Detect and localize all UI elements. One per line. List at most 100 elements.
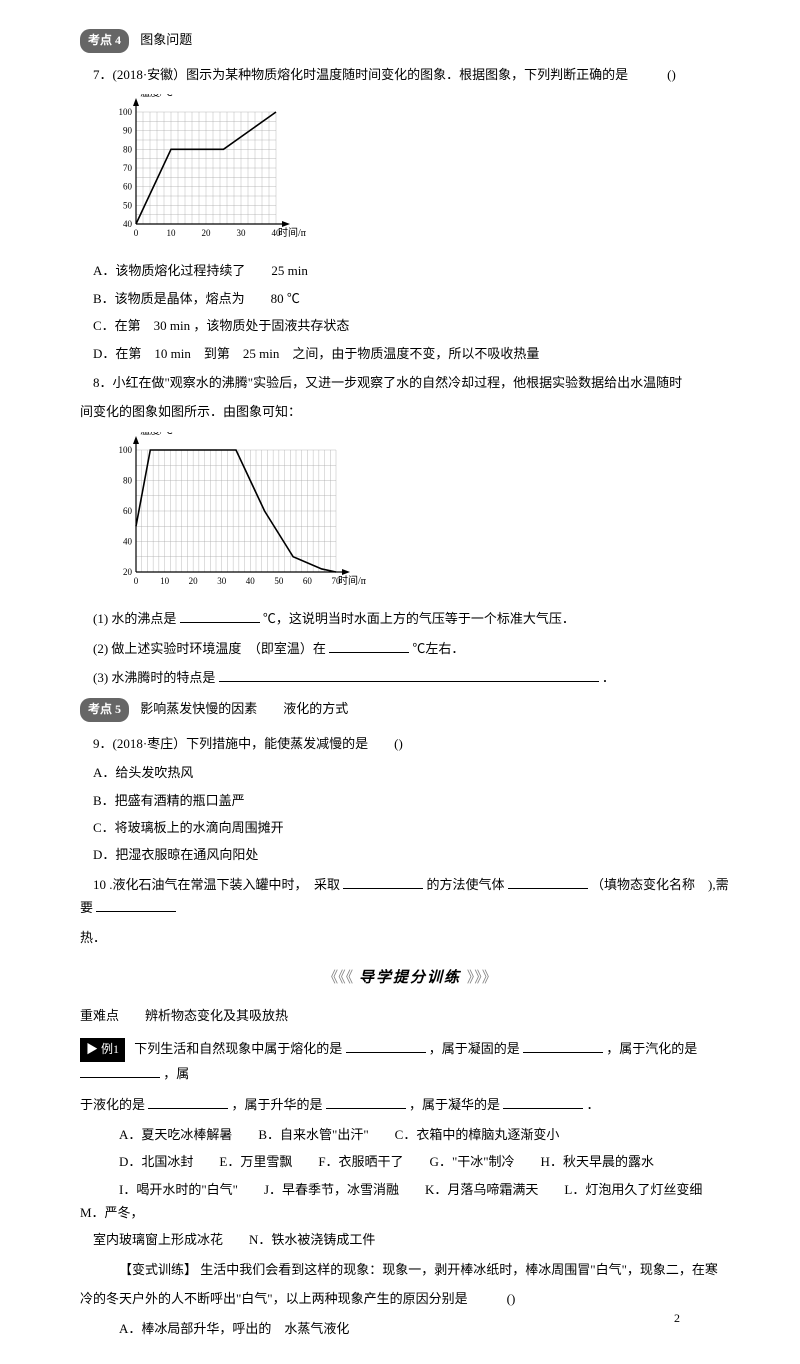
svg-text:100: 100 [119, 107, 133, 117]
ex1-1d: ，属 [163, 1066, 189, 1081]
svg-text:100: 100 [119, 445, 133, 455]
q9-opt-b: B．把盛有酒精的瓶口盖严 [80, 789, 740, 812]
q8-sub1: (1) 水的沸点是 ℃，这说明当时水面上方的气压等于一个标准大气压． [80, 607, 740, 630]
svg-text:30: 30 [217, 576, 227, 586]
svg-text:40: 40 [123, 536, 133, 546]
ex1-2a: 于液化的是 [80, 1097, 145, 1112]
banner: 《《《 导学提分训练 》》》 [80, 965, 740, 992]
blank [219, 669, 599, 682]
ex1-1a: 下列生活和自然现象中属于熔化的是 [134, 1041, 342, 1056]
q9-opt-d: D．把湿衣服晾在通风向阳处 [80, 843, 740, 866]
variant-l2: 冷的冬天户外的人不断呼出"白气"，以上两种现象产生的原因分别是 () [80, 1287, 740, 1310]
svg-text:60: 60 [303, 576, 313, 586]
svg-text:时间/min: 时间/min [278, 226, 306, 239]
q10-p2: 的方法使气体 [427, 877, 505, 892]
banner-right: 》》》 [467, 970, 497, 986]
chart-8: 01020304050607020406080100温度/℃时间/min [106, 432, 740, 599]
variant: 【变式训练】 生活中我们会看到这样的现象：现象一，剥开棒冰纸时，棒冰周围冒"白气… [80, 1258, 740, 1281]
svg-text:40: 40 [246, 576, 256, 586]
svg-text:70: 70 [123, 163, 133, 173]
q8-sub3: (3) 水沸腾时的特点是 ． [80, 666, 740, 689]
blank [346, 1040, 426, 1053]
kaodian-5-header: 考点 5 影响蒸发快慢的因素 液化的方式 [80, 697, 740, 722]
blank [523, 1040, 603, 1053]
q8-sub1a: (1) 水的沸点是 [93, 611, 176, 626]
ex1-opts-a: A．夏天吃冰棒解暑 B．自来水管"出汗" C．衣箱中的樟脑丸逐渐变小 [80, 1123, 740, 1146]
ex1-opts-i1: I．喝开水时的"白气" J．早春季节，冰雪消融 K．月落乌啼霜满天 L．灯泡用久… [80, 1178, 740, 1225]
q9-opt-a: A．给头发吹热风 [80, 761, 740, 784]
variant-l1: 生活中我们会看到这样的现象：现象一，剥开棒冰纸时，棒冰周围冒"白气"，现象二，在… [200, 1262, 718, 1277]
svg-text:温度/℃: 温度/℃ [140, 94, 173, 99]
q7-opt-a: A．该物质熔化过程持续了 25 min [80, 259, 740, 282]
variant-opt-a: A．棒冰局部升华，呼出的 水蒸气液化 [80, 1317, 740, 1340]
q10: 10 .液化石油气在常温下装入罐中时， 采取 的方法使气体 （填物态变化名称 )… [80, 873, 740, 920]
svg-text:90: 90 [123, 126, 133, 136]
q7-opt-d: D．在第 10 min 到第 25 min 之间，由于物质温度不变，所以不吸收热… [80, 342, 740, 365]
q8-sub1b: ℃，这说明当时水面上方的气压等于一个标准大气压． [263, 611, 575, 626]
kaodian-4-header: 考点 4 图象问题 [80, 28, 740, 53]
svg-text:温度/℃: 温度/℃ [140, 432, 173, 437]
svg-text:20: 20 [189, 576, 199, 586]
svg-text:50: 50 [274, 576, 284, 586]
q8-stem-2: 间变化的图象如图所示．由图象可知： [80, 400, 740, 423]
q8-stem-1: 8．小红在做"观察水的沸腾"实验后，又进一步观察了水的自然冷却过程，他根据实验数… [80, 371, 740, 394]
blank [96, 899, 176, 912]
svg-text:0: 0 [134, 228, 139, 238]
blank [180, 610, 260, 623]
blank [343, 876, 423, 889]
svg-text:0: 0 [134, 576, 139, 586]
svg-text:20: 20 [123, 567, 133, 577]
svg-text:60: 60 [123, 506, 133, 516]
kaodian-5-title: 影响蒸发快慢的因素 液化的方式 [140, 701, 348, 716]
q8-sub2a: (2) 做上述实验时环境温度 （即室温）在 [93, 641, 326, 656]
ex1-2d: ． [587, 1097, 600, 1112]
q8-sub2b: ℃左右． [412, 641, 464, 656]
svg-text:10: 10 [167, 228, 177, 238]
page-number: 2 [674, 1308, 680, 1330]
svg-text:80: 80 [123, 475, 133, 485]
q10-p4: 热． [80, 926, 740, 949]
q8-sub2: (2) 做上述实验时环境温度 （即室温）在 ℃左右． [80, 637, 740, 660]
q8-sub3a: (3) 水沸腾时的特点是 [93, 670, 215, 685]
ex1-opts-d: D．北国冰封 E．万里雪飘 F．衣服晒干了 G．"干冰"制冷 H．秋天早晨的露水 [80, 1150, 740, 1173]
q10-p1: 10 .液化石油气在常温下装入罐中时， 采取 [93, 877, 340, 892]
svg-text:20: 20 [202, 228, 212, 238]
q8-sub3b: ． [602, 670, 615, 685]
chart-7-svg: 010203040405060708090100温度/℃时间/min [106, 94, 306, 244]
banner-left: 《《《 [323, 970, 353, 986]
blank [326, 1096, 406, 1109]
ex1-opts-i2: 室内玻璃窗上形成冰花 N．铁水被浇铸成工件 [80, 1228, 740, 1251]
example-1: ▶ 例1 下列生活和自然现象中属于熔化的是 ，属于凝固的是 ，属于汽化的是 ，属 [80, 1037, 740, 1085]
blank [80, 1065, 160, 1078]
chart-7: 010203040405060708090100温度/℃时间/min [106, 94, 740, 251]
svg-text:60: 60 [123, 182, 133, 192]
svg-text:30: 30 [237, 228, 247, 238]
q7-opt-b: B．该物质是晶体，熔点为 80 ℃ [80, 287, 740, 310]
svg-text:10: 10 [160, 576, 170, 586]
kaodian-5-badge: 考点 5 [80, 698, 129, 722]
q7-stem: 7．(2018·安徽）图示为某种物质熔化时温度随时间变化的图象．根据图象，下列判… [80, 63, 740, 86]
q9-opt-c: C．将玻璃板上的水滴向周围摊开 [80, 816, 740, 839]
chart-8-svg: 01020304050607020406080100温度/℃时间/min [106, 432, 366, 592]
ex1-2c: ，属于凝华的是 [409, 1097, 500, 1112]
svg-text:时间/min: 时间/min [338, 574, 366, 587]
q7-opt-c: C．在第 30 min ，该物质处于固液共存状态 [80, 314, 740, 337]
blank [148, 1096, 228, 1109]
blank [503, 1096, 583, 1109]
svg-text:40: 40 [123, 219, 133, 229]
kaodian-4-title: 图象问题 [140, 32, 192, 47]
difficulty-label: 重难点 辨析物态变化及其吸放热 [80, 1004, 740, 1027]
example-1-tag: ▶ 例1 [80, 1038, 125, 1062]
kaodian-4-badge: 考点 4 [80, 29, 129, 53]
banner-text: 导学提分训练 [359, 970, 461, 986]
variant-label: 【变式训练】 [119, 1262, 197, 1277]
example-1-line2: 于液化的是 ，属于升华的是 ，属于凝华的是 ． [80, 1093, 740, 1116]
blank [329, 640, 409, 653]
ex1-1b: ，属于凝固的是 [429, 1041, 520, 1056]
blank [508, 876, 588, 889]
svg-text:80: 80 [123, 144, 133, 154]
ex1-2b: ，属于升华的是 [232, 1097, 323, 1112]
ex1-1c: ，属于汽化的是 [606, 1041, 697, 1056]
q9-stem: 9．(2018·枣庄）下列措施中，能使蒸发减慢的是 () [80, 732, 740, 755]
svg-text:50: 50 [123, 200, 133, 210]
